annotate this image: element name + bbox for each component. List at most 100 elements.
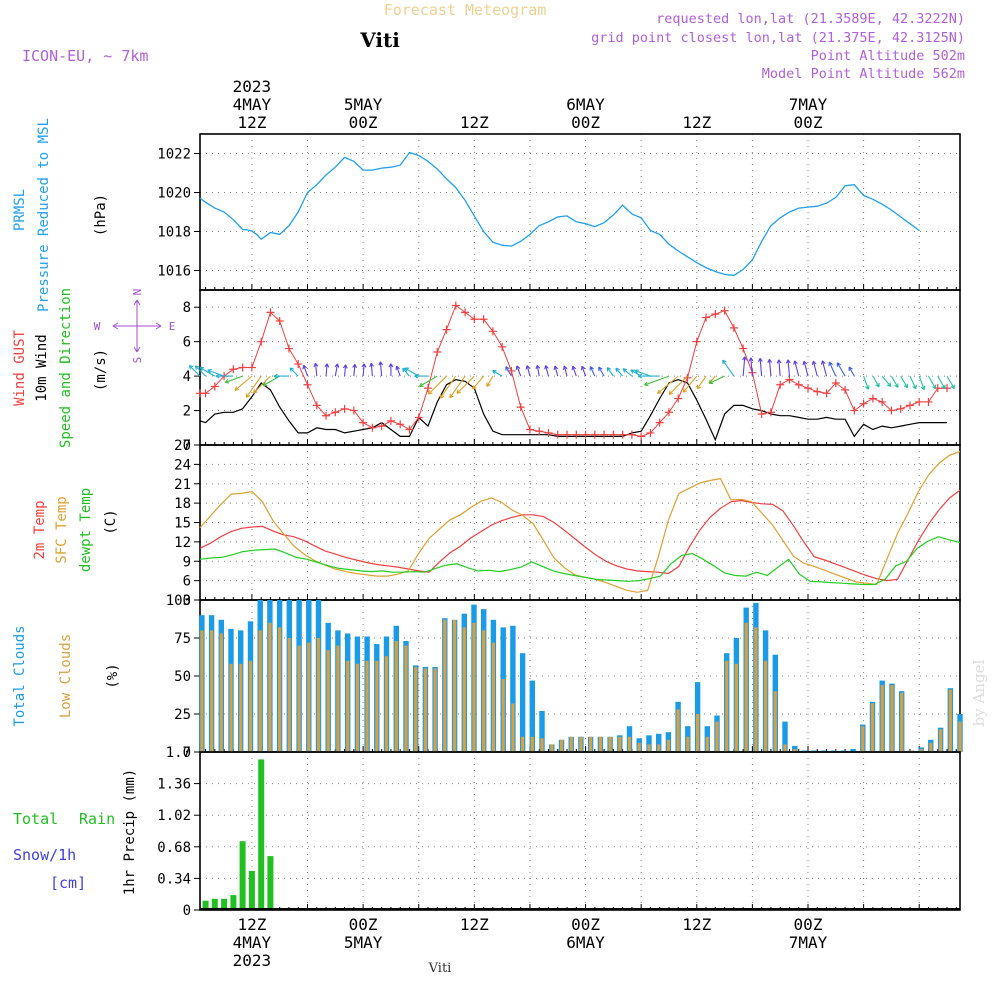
low-clouds-bar bbox=[550, 744, 554, 752]
wind-direction-arrow bbox=[682, 375, 698, 393]
wind-direction-arrow bbox=[273, 373, 289, 379]
wind-gust-marker bbox=[609, 430, 618, 439]
total-clouds-bar bbox=[519, 653, 526, 752]
model-altitude: Model Point Altitude 562m bbox=[762, 66, 965, 82]
y-tick-label: 0.34 bbox=[157, 871, 191, 887]
wind-direction-arrow bbox=[224, 375, 243, 384]
low-clouds-label: Low Clouds bbox=[58, 634, 74, 718]
low-clouds-bar bbox=[219, 633, 223, 752]
top-time-label: 5MAY bbox=[344, 95, 383, 114]
wind-gust-marker bbox=[275, 317, 284, 325]
low-clouds-bar bbox=[608, 736, 612, 752]
grid-point-coords: grid point closest lon,lat (21.375E, 42.… bbox=[591, 30, 965, 46]
wind-gust-marker bbox=[424, 384, 432, 393]
wind-speed-line bbox=[199, 378, 947, 442]
low-clouds-bar bbox=[384, 656, 389, 752]
wind-direction-arrow bbox=[449, 375, 466, 399]
y-tick-label: 2 bbox=[183, 404, 191, 420]
y-tick-label: 21 bbox=[174, 477, 191, 493]
wind-gust-marker bbox=[201, 389, 210, 398]
wind-direction-arrow bbox=[334, 363, 340, 377]
low-clouds-bar bbox=[783, 744, 787, 752]
y-tick-label: 100 bbox=[166, 593, 191, 609]
clouds-unit: (%) bbox=[105, 663, 121, 688]
wind-direction-arrow bbox=[767, 358, 773, 377]
precip-total-label: Total bbox=[13, 810, 58, 828]
low-clouds-bar bbox=[958, 721, 962, 752]
wind-gust-label: Wind GUST bbox=[12, 330, 28, 406]
rain-bar bbox=[267, 856, 274, 910]
low-clouds-bar bbox=[462, 627, 466, 752]
temp-dewpt-line bbox=[199, 536, 961, 586]
wind-gust-marker bbox=[711, 310, 720, 319]
wind-direction-arrow bbox=[909, 375, 917, 390]
low-clouds-bar bbox=[433, 668, 437, 752]
wind-gust-marker bbox=[896, 404, 905, 413]
wind-direction-arrow bbox=[302, 364, 309, 377]
low-clouds-bar bbox=[248, 660, 253, 752]
temp-dewpt-label: dewpt Temp bbox=[78, 488, 94, 572]
wind-direction-arrow bbox=[598, 366, 605, 377]
total-clouds-bar bbox=[850, 749, 856, 752]
low-clouds-bar bbox=[443, 619, 447, 752]
y-tick-label: 24 bbox=[174, 457, 191, 473]
wind-gust-marker bbox=[887, 406, 896, 415]
top-time-label: 00Z bbox=[349, 113, 378, 132]
wind-gust-marker bbox=[683, 373, 692, 382]
wind-direction-arrow bbox=[606, 367, 614, 377]
wind-gust-marker bbox=[544, 428, 553, 437]
wind-direction-arrow bbox=[414, 373, 429, 379]
low-clouds-bar bbox=[589, 736, 593, 752]
top-time-label: 00Z bbox=[571, 113, 600, 132]
top-time-label: 00Z bbox=[794, 113, 823, 132]
wind-direction-arrow bbox=[785, 359, 791, 377]
wind-direction-arrow bbox=[492, 370, 503, 377]
compass-arrows bbox=[112, 299, 162, 353]
low-clouds-bar bbox=[870, 703, 875, 752]
top-time-label: 7MAY bbox=[789, 95, 828, 114]
precip-rain-label: Rain bbox=[79, 810, 115, 828]
wind-direction-arrow bbox=[863, 375, 870, 390]
low-clouds-bar bbox=[200, 630, 204, 752]
bottom-time-label: 5MAY bbox=[344, 933, 383, 952]
low-clouds-bar bbox=[394, 641, 398, 752]
wind-gust-marker bbox=[572, 430, 581, 439]
bottom-time-label: 00Z bbox=[794, 915, 823, 934]
wind-gust-marker bbox=[664, 408, 673, 417]
low-clouds-bar bbox=[355, 663, 359, 752]
low-clouds-bar bbox=[297, 645, 301, 752]
wind-direction-arrow bbox=[668, 375, 688, 396]
low-clouds-bar bbox=[657, 744, 661, 752]
total-clouds-bar bbox=[510, 625, 516, 752]
wind-direction-arrow bbox=[820, 360, 828, 377]
temp-2m-line bbox=[199, 489, 961, 582]
wind-direction-arrow bbox=[472, 375, 485, 390]
top-time-label: 12Z bbox=[237, 113, 266, 132]
wind-gust-marker bbox=[757, 410, 766, 418]
wind-gust-marker bbox=[878, 397, 887, 406]
wind-gust-marker bbox=[488, 327, 497, 336]
wind-gust-marker bbox=[284, 344, 293, 353]
bottom-time-label: 12Z bbox=[682, 915, 711, 934]
low-clouds-bar bbox=[530, 736, 534, 752]
wind-direction-arrow bbox=[456, 375, 475, 394]
low-clouds-bar bbox=[346, 660, 350, 752]
wind-gust-marker bbox=[813, 387, 822, 396]
wind-gust-marker bbox=[776, 380, 785, 389]
low-clouds-bar bbox=[365, 660, 369, 752]
wind-panel: 0 2 4 6 8 bbox=[183, 289, 961, 454]
bottom-time-label: 7MAY bbox=[789, 933, 828, 952]
total-clouds-bar bbox=[792, 745, 798, 752]
wind-gust-marker bbox=[553, 430, 562, 439]
wind-direction-arrow bbox=[361, 363, 367, 377]
wind-direction-arrow bbox=[848, 366, 855, 377]
footer-location: Viti bbox=[428, 961, 452, 976]
wind-direction-arrow bbox=[553, 365, 559, 377]
wind-direction-arrow bbox=[928, 375, 937, 390]
compass-east: E bbox=[169, 320, 176, 333]
low-clouds-bar bbox=[268, 622, 272, 752]
low-clouds-bar bbox=[287, 638, 291, 752]
temp-sfc-line bbox=[199, 450, 961, 593]
wind-direction-arrow bbox=[918, 375, 926, 391]
